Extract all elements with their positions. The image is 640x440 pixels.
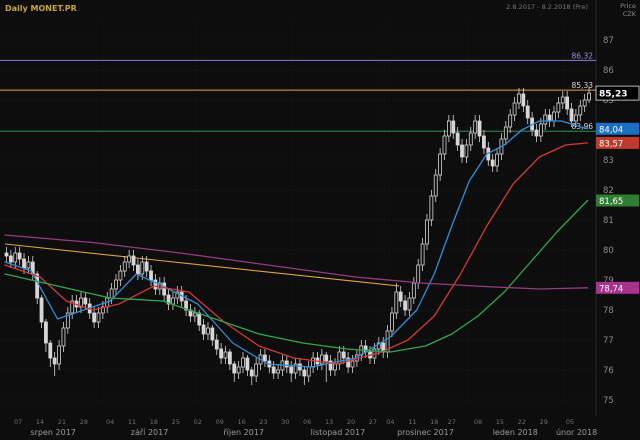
svg-text:21: 21 [58,418,66,426]
svg-text:81,65: 81,65 [599,197,623,207]
svg-text:29: 29 [540,418,548,426]
svg-text:28: 28 [80,418,88,426]
svg-text:leden 2018: leden 2018 [493,428,538,437]
svg-text:08: 08 [474,418,482,426]
axis-badges: 84,04 83,57 81,65 78,74 [596,122,639,294]
svg-text:srpen 2017: srpen 2017 [30,428,75,437]
svg-text:září 2017: září 2017 [131,428,169,437]
svg-text:22: 22 [518,418,526,426]
svg-text:04: 04 [386,418,394,426]
ma-mid-red [4,142,589,365]
time-scale: 07 14 21 28 04 11 18 25 02 09 16 23 30 06 13 20 27 04 11 18… [14,418,597,437]
svg-text:85,23: 85,23 [599,90,627,100]
ma-slow-green [4,199,589,353]
svg-text:13: 13 [325,418,333,426]
svg-text:79: 79 [603,276,614,286]
svg-text:07: 07 [14,418,22,426]
svg-text:02: 02 [194,418,202,426]
svg-text:05: 05 [566,418,574,426]
svg-text:prosinec 2017: prosinec 2017 [397,428,454,437]
svg-text:87: 87 [603,36,614,46]
svg-text:30: 30 [281,418,289,426]
svg-text:85: 85 [603,96,614,106]
svg-text:27: 27 [448,418,456,426]
svg-text:únor 2018: únor 2018 [556,428,597,437]
svg-text:78,74: 78,74 [599,284,623,294]
svg-text:04: 04 [106,418,114,426]
moving-averages [4,120,589,368]
trendline-layer [4,243,400,287]
svg-text:23: 23 [259,418,267,426]
svg-text:27: 27 [369,418,377,426]
svg-text:18: 18 [150,418,158,426]
svg-text:85,33: 85,33 [572,81,594,90]
svg-text:18: 18 [430,418,438,426]
svg-text:14: 14 [36,418,44,426]
svg-text:78: 78 [603,306,614,316]
svg-text:20: 20 [347,418,355,426]
svg-text:77: 77 [603,336,614,346]
svg-text:86,32: 86,32 [572,51,594,60]
svg-text:81: 81 [603,216,614,226]
svg-text:říjen 2017: říjen 2017 [223,428,264,437]
svg-text:11: 11 [408,418,416,426]
svg-text:83,57: 83,57 [599,139,623,149]
last-price-badge: 85,23 [595,85,640,101]
svg-text:80: 80 [603,246,614,256]
svg-text:25: 25 [172,418,180,426]
svg-text:76: 76 [603,366,614,376]
svg-text:11: 11 [128,418,136,426]
svg-text:84,04: 84,04 [599,125,623,135]
svg-text:06: 06 [303,418,311,426]
svg-text:83: 83 [603,156,614,166]
svg-text:75: 75 [603,396,614,406]
svg-text:82: 82 [603,186,614,196]
grid-and-price-scale: 87868584838281807978777675 [0,0,614,416]
svg-text:09: 09 [215,418,223,426]
svg-text:86: 86 [603,66,614,76]
svg-text:listopad 2017: listopad 2017 [311,428,366,437]
svg-text:15: 15 [496,418,504,426]
ma-long-purple [4,234,589,290]
ma-fast-blue [4,120,589,368]
svg-text:16: 16 [237,418,245,426]
